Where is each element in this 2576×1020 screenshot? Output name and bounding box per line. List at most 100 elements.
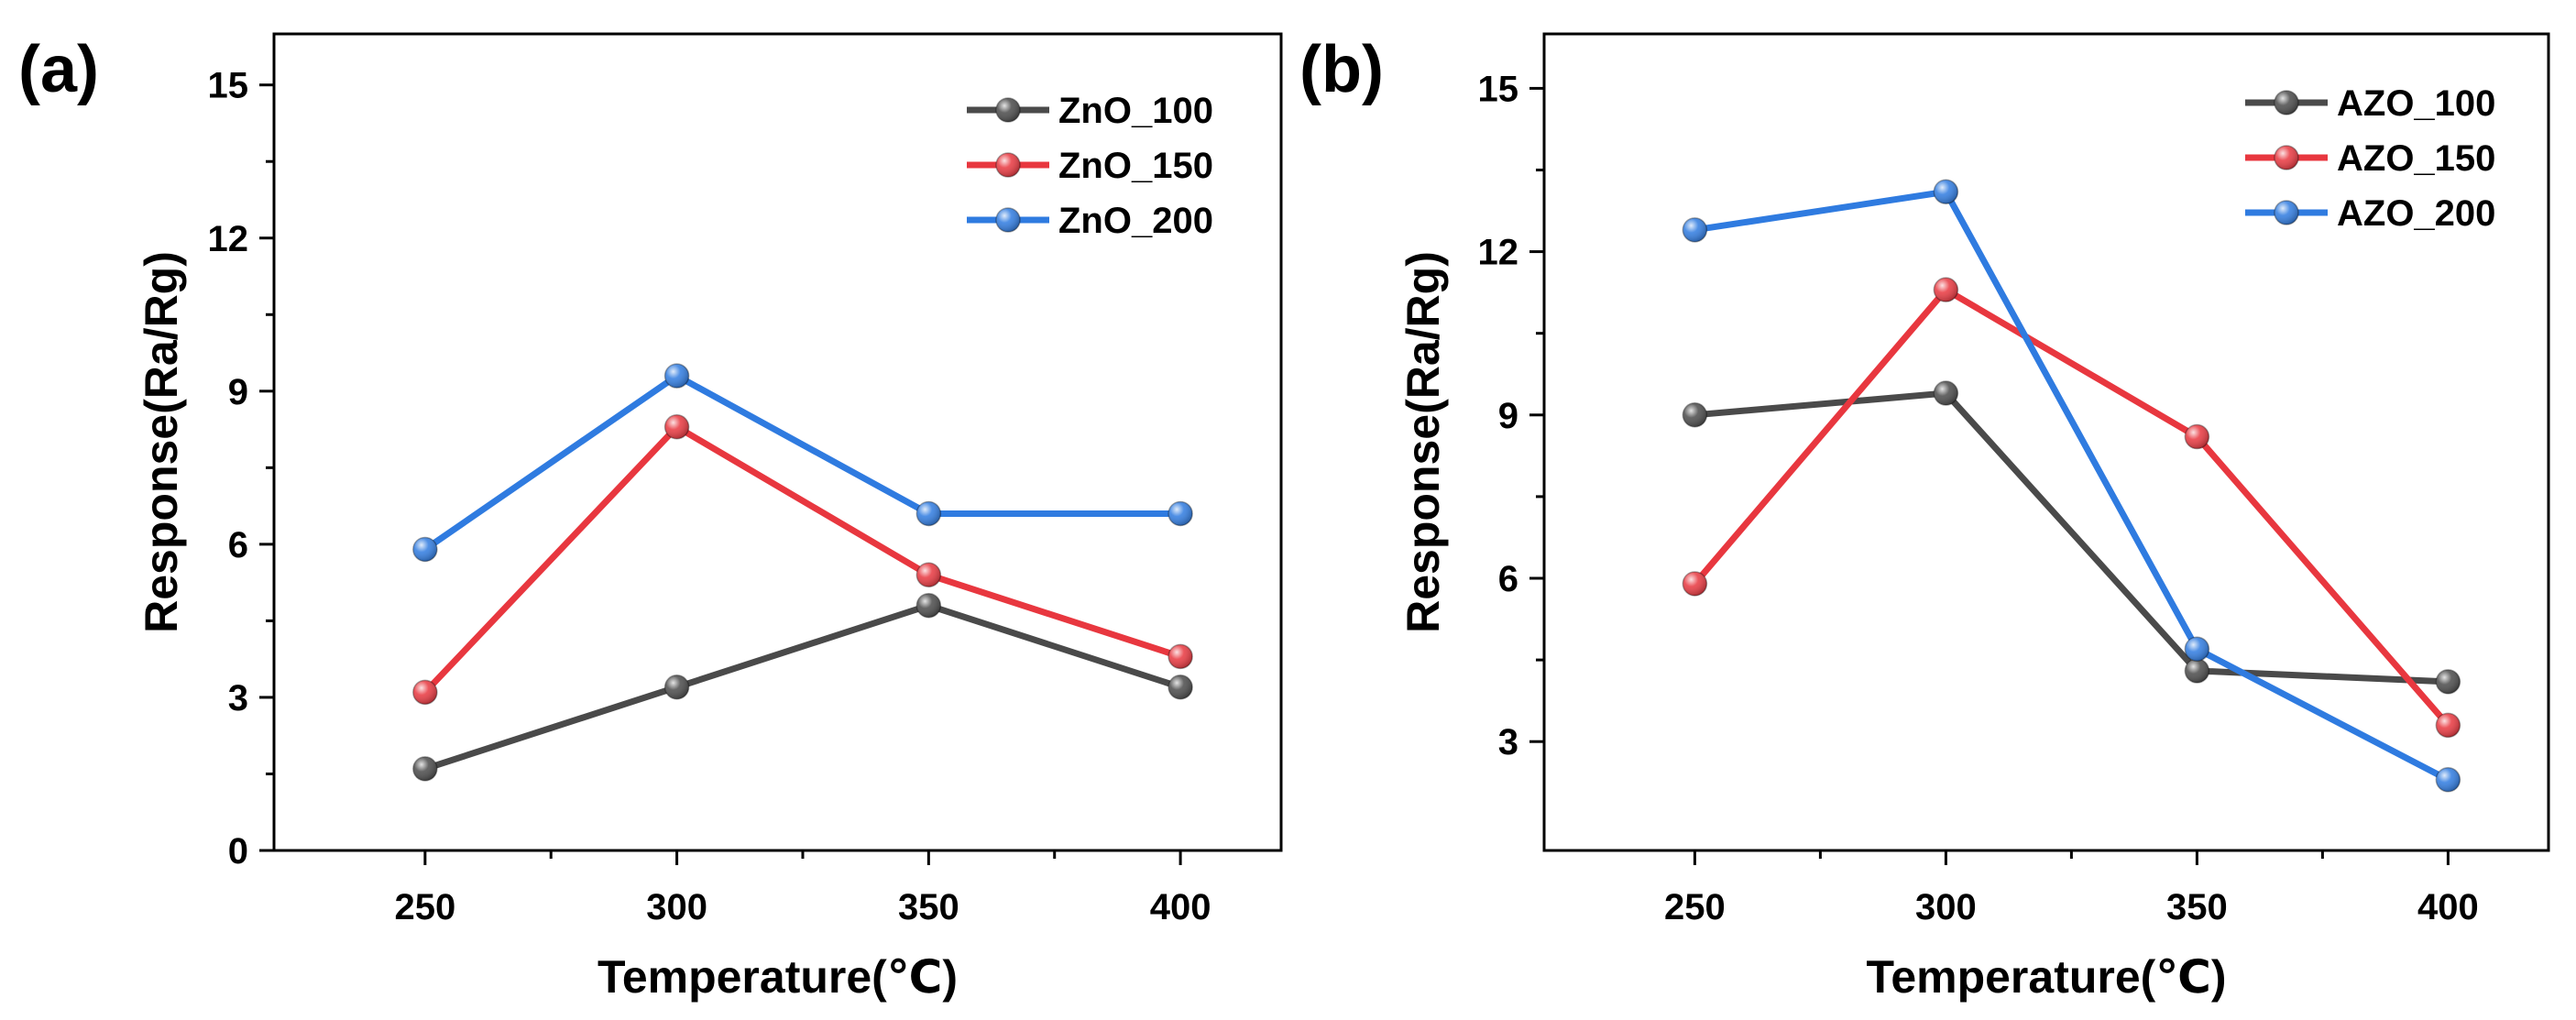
- legend-marker-shade: [996, 208, 1020, 232]
- y-tick-label: 12: [1478, 233, 1519, 273]
- data-point: [1682, 217, 1708, 243]
- x-tick-label: 350: [2166, 887, 2228, 927]
- data-point-shade: [1168, 675, 1193, 699]
- data-point-shade: [1683, 217, 1707, 242]
- x-tick-label: 300: [1915, 887, 1977, 927]
- series-line: [422, 423, 1184, 696]
- series-AZO_150: [1682, 277, 2461, 739]
- data-point-shade: [1168, 644, 1193, 669]
- data-point-shade: [664, 364, 689, 389]
- data-point-shade: [1934, 381, 1958, 406]
- data-point: [1682, 402, 1708, 428]
- legend-item: AZO_200: [2245, 193, 2495, 234]
- data-point-shade: [664, 414, 689, 439]
- data-point-shade: [2185, 637, 2209, 662]
- y-tick-label: 3: [1498, 722, 1518, 762]
- data-point: [1167, 675, 1193, 700]
- y-tick-label: 15: [208, 66, 249, 106]
- legend-marker-shade: [2275, 201, 2298, 225]
- series-line: [422, 372, 1184, 553]
- y-tick-label: 0: [228, 831, 248, 872]
- data-point: [1933, 179, 1959, 205]
- axes-frame: [1542, 32, 2550, 852]
- x-tick-label: 250: [394, 887, 455, 927]
- y-tick-label: 9: [1498, 396, 1518, 436]
- series-AZO_100: [1682, 380, 2461, 695]
- data-point: [2184, 423, 2210, 450]
- y-tick-label: 12: [208, 219, 249, 259]
- data-point: [663, 675, 690, 700]
- data-point: [1933, 277, 1959, 302]
- legend-marker-shade: [996, 153, 1020, 177]
- data-point: [2435, 712, 2461, 739]
- data-point: [412, 756, 438, 782]
- data-point: [663, 363, 690, 389]
- data-point: [1933, 380, 1959, 406]
- data-point: [915, 562, 942, 588]
- data-point-shade: [1934, 278, 1958, 302]
- legend-label: AZO_200: [2337, 193, 2495, 234]
- data-point-shade: [1934, 180, 1958, 204]
- legend: AZO_100 AZO_150 AZO_200: [2245, 83, 2495, 234]
- data-point-shade: [2436, 669, 2461, 694]
- series-AZO_200: [1682, 179, 2461, 793]
- legend-label: AZO_100: [2337, 83, 2495, 124]
- data-point: [2435, 767, 2461, 793]
- data-point-shade: [2436, 713, 2461, 738]
- data-point-shade: [412, 756, 437, 781]
- x-tick-label: 400: [1150, 887, 1211, 927]
- data-point-shade: [916, 593, 941, 618]
- legend-label: ZnO_100: [1058, 91, 1213, 131]
- series-line: [422, 602, 1184, 773]
- x-tick-label: 350: [898, 887, 959, 927]
- data-point: [412, 679, 438, 706]
- legend-marker-shade: [2275, 146, 2298, 170]
- y-axis-title: Response(Ra/Rg): [136, 251, 187, 633]
- data-point: [1167, 643, 1193, 670]
- legend-label: AZO_150: [2337, 138, 2495, 179]
- data-point: [663, 414, 690, 440]
- series-line: [1691, 188, 2451, 784]
- series-ZnO_100: [412, 592, 1193, 782]
- legend-marker: [2274, 145, 2299, 170]
- data-point-shade: [1683, 571, 1707, 596]
- y-tick-label: 15: [1478, 69, 1519, 109]
- panel-label: (a): [18, 33, 99, 106]
- data-point: [1167, 500, 1193, 527]
- data-point-shade: [1683, 402, 1707, 427]
- series-ZnO_200: [412, 363, 1193, 563]
- data-point-shade: [916, 563, 941, 587]
- panel-a: (a) 250 300 350 400 0 3 6 9 12 15 Response(Ra/Rg) Te…: [18, 32, 1283, 1003]
- legend-item: ZnO_150: [967, 146, 1213, 186]
- panel-b: (b) 250 300 350 400 3 6 9 12 15 Response(Ra/Rg) Tem…: [1299, 32, 2550, 1003]
- data-point: [915, 500, 942, 527]
- data-point: [2184, 658, 2210, 684]
- data-point: [412, 536, 438, 563]
- y-tick-label: 6: [1498, 559, 1518, 599]
- data-point: [2184, 636, 2210, 662]
- legend-marker: [995, 97, 1021, 123]
- data-point-shade: [1168, 501, 1193, 526]
- legend-item: ZnO_100: [967, 91, 1213, 131]
- legend-item: AZO_100: [2245, 83, 2495, 124]
- x-tick-label: 250: [1664, 887, 1726, 927]
- legend-marker: [995, 207, 1021, 233]
- data-point-shade: [2185, 424, 2209, 449]
- data-point-shade: [664, 675, 689, 699]
- legend-marker: [2274, 200, 2299, 225]
- legend: ZnO_100 ZnO_150 ZnO_200: [967, 91, 1213, 241]
- axes-frame: [272, 32, 1283, 852]
- x-tick-label: 300: [646, 887, 707, 927]
- x-axis-title: Temperature(℃): [1866, 951, 2226, 1003]
- series-line: [1691, 286, 2451, 729]
- y-tick-label: 3: [228, 678, 248, 718]
- data-point-shade: [2185, 658, 2209, 683]
- legend-item: AZO_150: [2245, 138, 2495, 179]
- series-line: [1691, 389, 2451, 685]
- panel-label: (b): [1299, 33, 1384, 106]
- series-ZnO_150: [412, 414, 1193, 706]
- y-axis-title: Response(Ra/Rg): [1398, 251, 1449, 633]
- x-tick-label: 400: [2417, 887, 2479, 927]
- y-tick-label: 6: [228, 525, 248, 565]
- legend-marker-shade: [996, 98, 1020, 122]
